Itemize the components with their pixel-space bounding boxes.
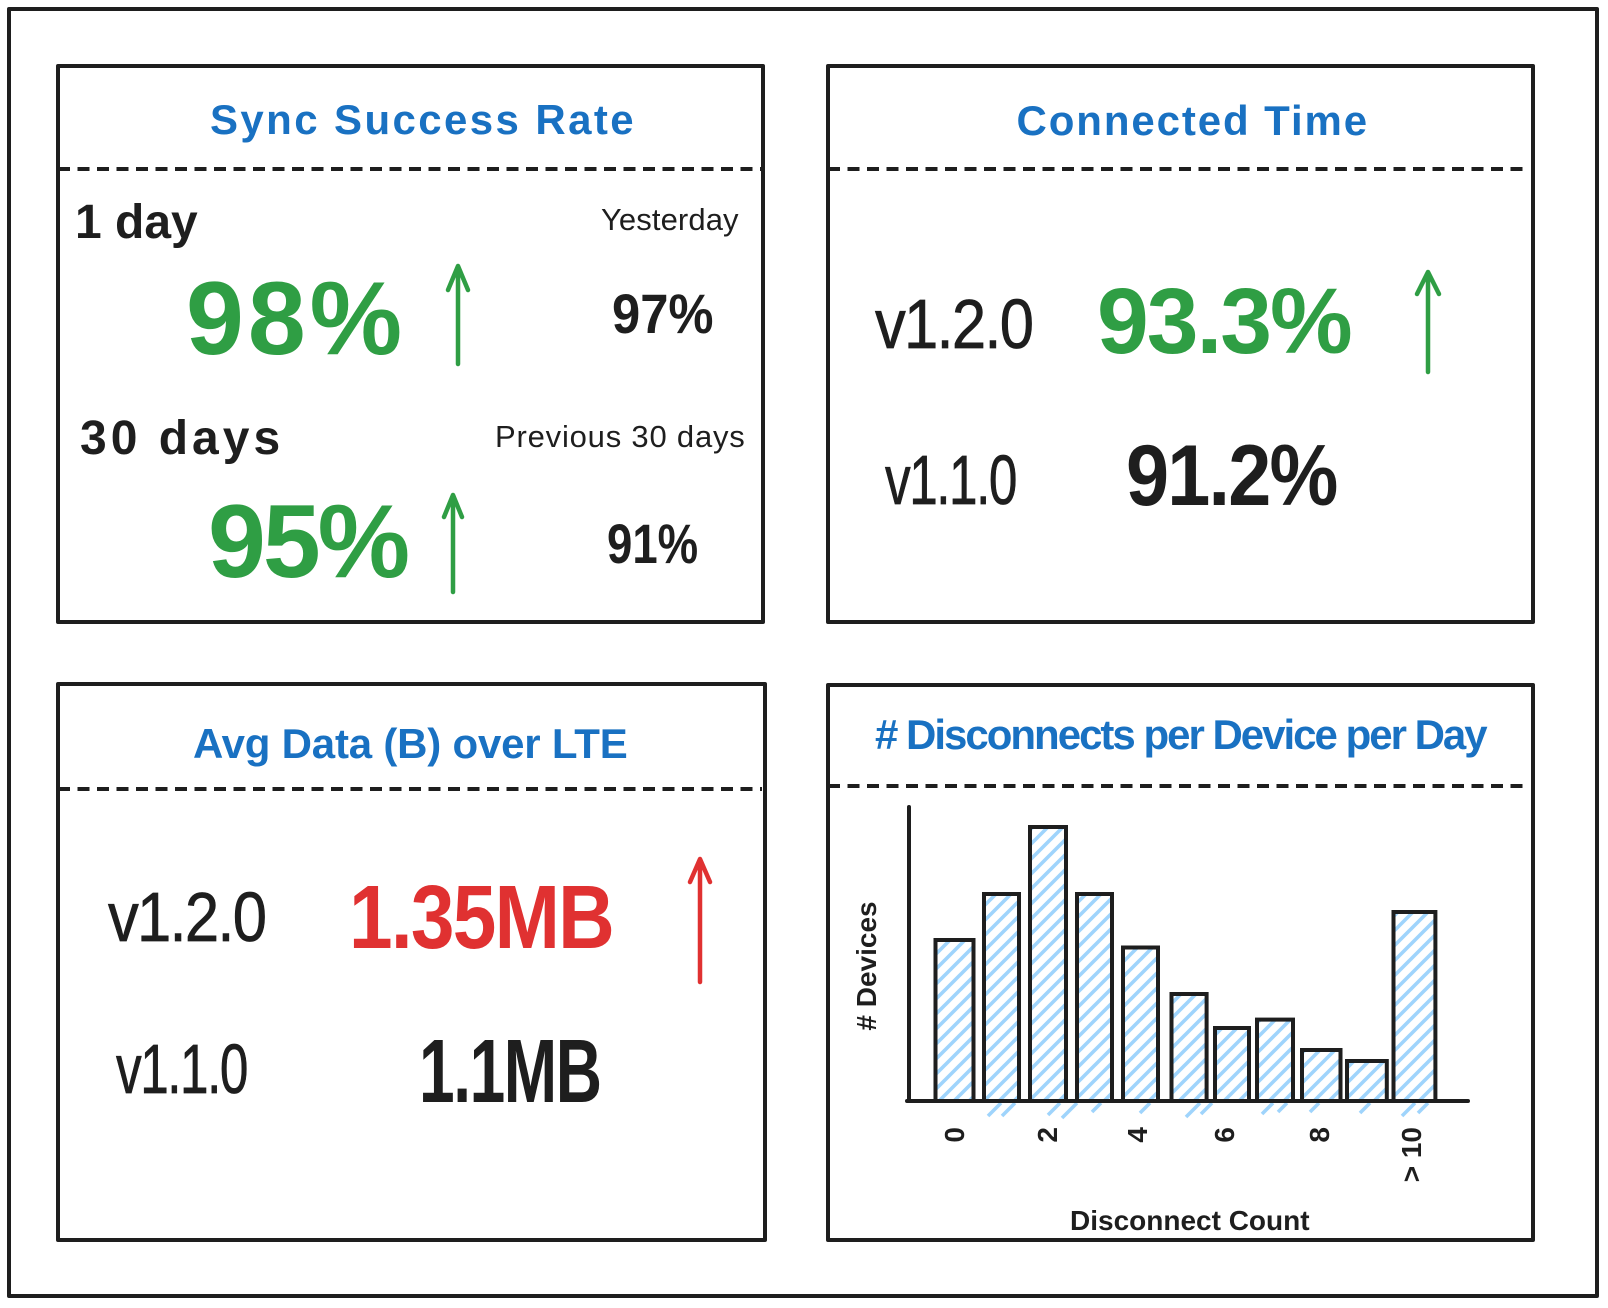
svg-text:8: 8 <box>1304 1127 1335 1143</box>
svg-text:2: 2 <box>1032 1127 1063 1143</box>
svg-text:6: 6 <box>1209 1127 1240 1143</box>
svg-text:# Devices: # Devices <box>851 901 882 1030</box>
svg-text:0: 0 <box>939 1127 970 1143</box>
svg-text:> 10: > 10 <box>1396 1127 1427 1182</box>
svg-text:4: 4 <box>1122 1127 1153 1143</box>
